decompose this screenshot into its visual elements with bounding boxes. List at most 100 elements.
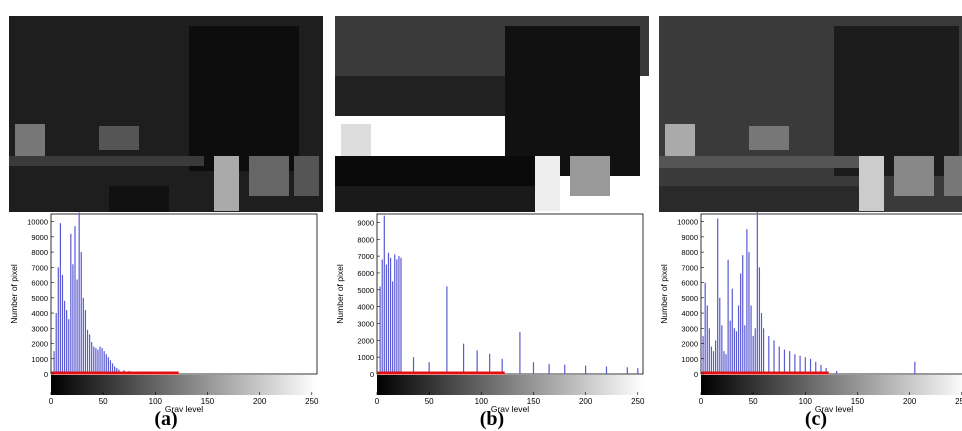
panel-a: 0 1000 2000 3000 4000 5000 6000 7000 8000 9000 100… xyxy=(9,0,323,431)
histogram-bar xyxy=(809,358,812,374)
histogram-bar xyxy=(381,259,383,374)
histogram-bar xyxy=(103,351,105,374)
x-tick-label: 50 xyxy=(99,397,108,406)
histogram-bar xyxy=(715,340,717,374)
histogram-bar xyxy=(836,370,838,374)
histogram-bar xyxy=(719,297,721,374)
y-tick-label: 7000 xyxy=(31,263,48,272)
histogram-bar xyxy=(708,328,710,374)
histogram-bar xyxy=(548,363,550,374)
histogram-bar xyxy=(783,349,786,374)
histogram-bar xyxy=(820,364,822,374)
histogram-bar xyxy=(95,348,97,374)
histogram-bar xyxy=(91,342,93,374)
histogram-bar xyxy=(57,267,59,374)
histogram-bar xyxy=(799,355,801,374)
histogram-bar xyxy=(725,354,727,374)
histogram-bar xyxy=(105,354,107,374)
y-tick-label: 7000 xyxy=(357,252,374,261)
y-tick-label: 5000 xyxy=(357,286,374,295)
histogram-bar xyxy=(84,310,87,374)
histogram-bar xyxy=(704,282,706,374)
y-tick-label: 3000 xyxy=(357,319,374,328)
histogram-bar xyxy=(914,361,916,374)
histogram-bar xyxy=(93,346,95,374)
x-tick-label: 150 xyxy=(527,397,541,406)
x-tick-label: 200 xyxy=(579,397,593,406)
figure-label-c: (c) xyxy=(804,408,828,430)
histogram-bar xyxy=(626,367,628,374)
x-tick-label: 250 xyxy=(631,397,645,406)
y-tick-label: 9000 xyxy=(681,233,698,242)
x-tick-label: 100 xyxy=(799,397,813,406)
y-tick-label: 10000 xyxy=(27,218,48,227)
histogram-bar xyxy=(721,325,723,374)
histogram-bar xyxy=(446,286,448,374)
gray-gradient-strip xyxy=(51,375,317,395)
figure-label-a: (a) xyxy=(154,408,178,430)
histogram-bar xyxy=(723,351,725,374)
x-tick-label: 50 xyxy=(425,397,434,406)
y-tick-label: 4000 xyxy=(31,309,48,318)
panel-b: 0 1000 2000 3000 4000 5000 6000 7000 8000 9000 0 50… xyxy=(335,0,649,431)
y-tick-label: 3000 xyxy=(31,324,48,333)
y-tick-label: 2000 xyxy=(681,340,698,349)
gray-gradient-strip xyxy=(701,375,962,395)
histogram-bar xyxy=(750,305,752,374)
histogram-bar xyxy=(66,310,68,374)
histogram-bar xyxy=(768,335,770,374)
y-tick-label: 4000 xyxy=(357,303,374,312)
histogram-bar xyxy=(61,274,64,374)
histogram-bar xyxy=(379,286,381,374)
histogram-bar xyxy=(744,325,746,374)
x-tick-label: 200 xyxy=(253,397,267,406)
histogram-bar xyxy=(396,259,398,374)
photo-a xyxy=(9,16,323,212)
x-axis-label: Gray level xyxy=(815,404,853,412)
histogram-bar xyxy=(88,334,91,374)
histogram-bar xyxy=(754,328,756,374)
histogram-bar xyxy=(748,252,750,374)
x-tick-label: 250 xyxy=(305,397,319,406)
histogram-bar xyxy=(737,305,740,374)
y-tick-label: 8000 xyxy=(357,235,374,244)
histogram-bar xyxy=(729,320,731,374)
histogram-bar xyxy=(585,365,587,374)
histogram-bar xyxy=(717,218,719,374)
histogram-bar xyxy=(773,340,775,374)
y-tick-label: 0 xyxy=(694,370,698,379)
x-axis-label: Gray level xyxy=(491,404,529,412)
histogram-bar xyxy=(383,215,385,374)
histogram-bar xyxy=(637,368,639,374)
y-tick-label: 6000 xyxy=(357,269,374,278)
histogram-bar xyxy=(109,360,112,374)
y-axis-label: Number of pixel xyxy=(335,264,345,324)
x-tick-label: 250 xyxy=(955,397,962,406)
histogram-bar xyxy=(412,357,415,374)
histogram-bar xyxy=(742,255,744,374)
photo-b xyxy=(335,16,649,212)
histogram-bar xyxy=(400,257,402,374)
y-axis-label: Number of pixel xyxy=(659,264,669,324)
histogram-bar xyxy=(101,348,103,374)
histogram-bar xyxy=(532,362,535,374)
histogram-c: 0100020003000400050006000700080009000100… xyxy=(659,212,962,412)
histogram-bar xyxy=(519,331,521,374)
histogram-bar xyxy=(564,364,566,374)
histogram-bar xyxy=(731,288,733,374)
histogram-bar xyxy=(97,349,99,374)
histogram-bar xyxy=(746,229,748,374)
histogram-bar xyxy=(72,264,74,374)
x-tick-label: 100 xyxy=(475,397,489,406)
histogram-bar xyxy=(86,329,89,374)
histogram-bar xyxy=(428,362,430,374)
y-tick-label: 0 xyxy=(44,370,48,379)
histogram-bar xyxy=(762,328,765,374)
histogram-bar xyxy=(80,252,82,374)
histogram-bar xyxy=(825,367,827,374)
histogram-bar xyxy=(760,313,763,374)
histogram-bar xyxy=(702,335,704,374)
histogram-bar xyxy=(712,351,715,374)
gray-gradient-strip xyxy=(377,375,643,395)
histogram-bar xyxy=(733,328,735,374)
